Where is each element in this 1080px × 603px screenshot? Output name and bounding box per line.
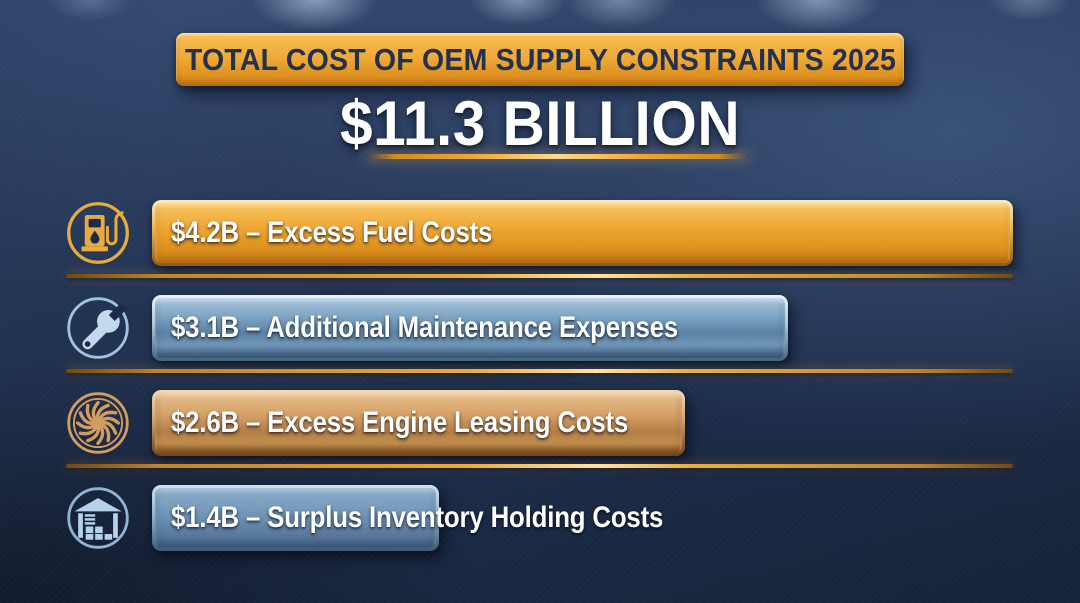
total-amount-text: $11.3 BILLION: [339, 89, 741, 159]
bar-row-maintenance: $3.1B – Additional Maintenance Expenses: [64, 294, 788, 362]
divider-line: [66, 369, 1013, 373]
bar-label-inventory: $1.4B – Surplus Inventory Holding Costs: [171, 501, 664, 534]
title-banner: TOTAL COST OF OEM SUPPLY CONSTRAINTS 202…: [176, 33, 904, 86]
bar-inventory: $1.4B – Surplus Inventory Holding Costs: [152, 485, 663, 551]
bar-label-maintenance: $3.1B – Additional Maintenance Expenses: [171, 311, 679, 344]
bar-row-engine-leasing: $2.6B – Excess Engine Leasing Costs: [64, 389, 685, 457]
bar-maintenance: $3.1B – Additional Maintenance Expenses: [152, 295, 788, 361]
bar-engine-leasing: $2.6B – Excess Engine Leasing Costs: [152, 390, 685, 456]
total-underline-accent: [364, 154, 750, 159]
divider-line: [66, 274, 1013, 278]
wrench-icon: [64, 294, 138, 362]
jet-engine-turbine-icon: [64, 389, 138, 457]
bar-label-excess-fuel: $4.2B – Excess Fuel Costs: [171, 216, 493, 249]
bar-row-inventory: $1.4B – Surplus Inventory Holding Costs: [64, 484, 663, 552]
total-amount: $11.3 BILLION: [0, 88, 1080, 160]
fuel-pump-icon: [64, 199, 138, 267]
page-title: TOTAL COST OF OEM SUPPLY CONSTRAINTS 202…: [184, 41, 896, 77]
bar-row-excess-fuel: $4.2B – Excess Fuel Costs: [64, 199, 1013, 267]
bar-excess-fuel: $4.2B – Excess Fuel Costs: [152, 200, 1013, 266]
bar-label-engine-leasing: $2.6B – Excess Engine Leasing Costs: [171, 406, 629, 439]
divider-line: [66, 464, 1013, 468]
warehouse-icon: [64, 484, 138, 552]
